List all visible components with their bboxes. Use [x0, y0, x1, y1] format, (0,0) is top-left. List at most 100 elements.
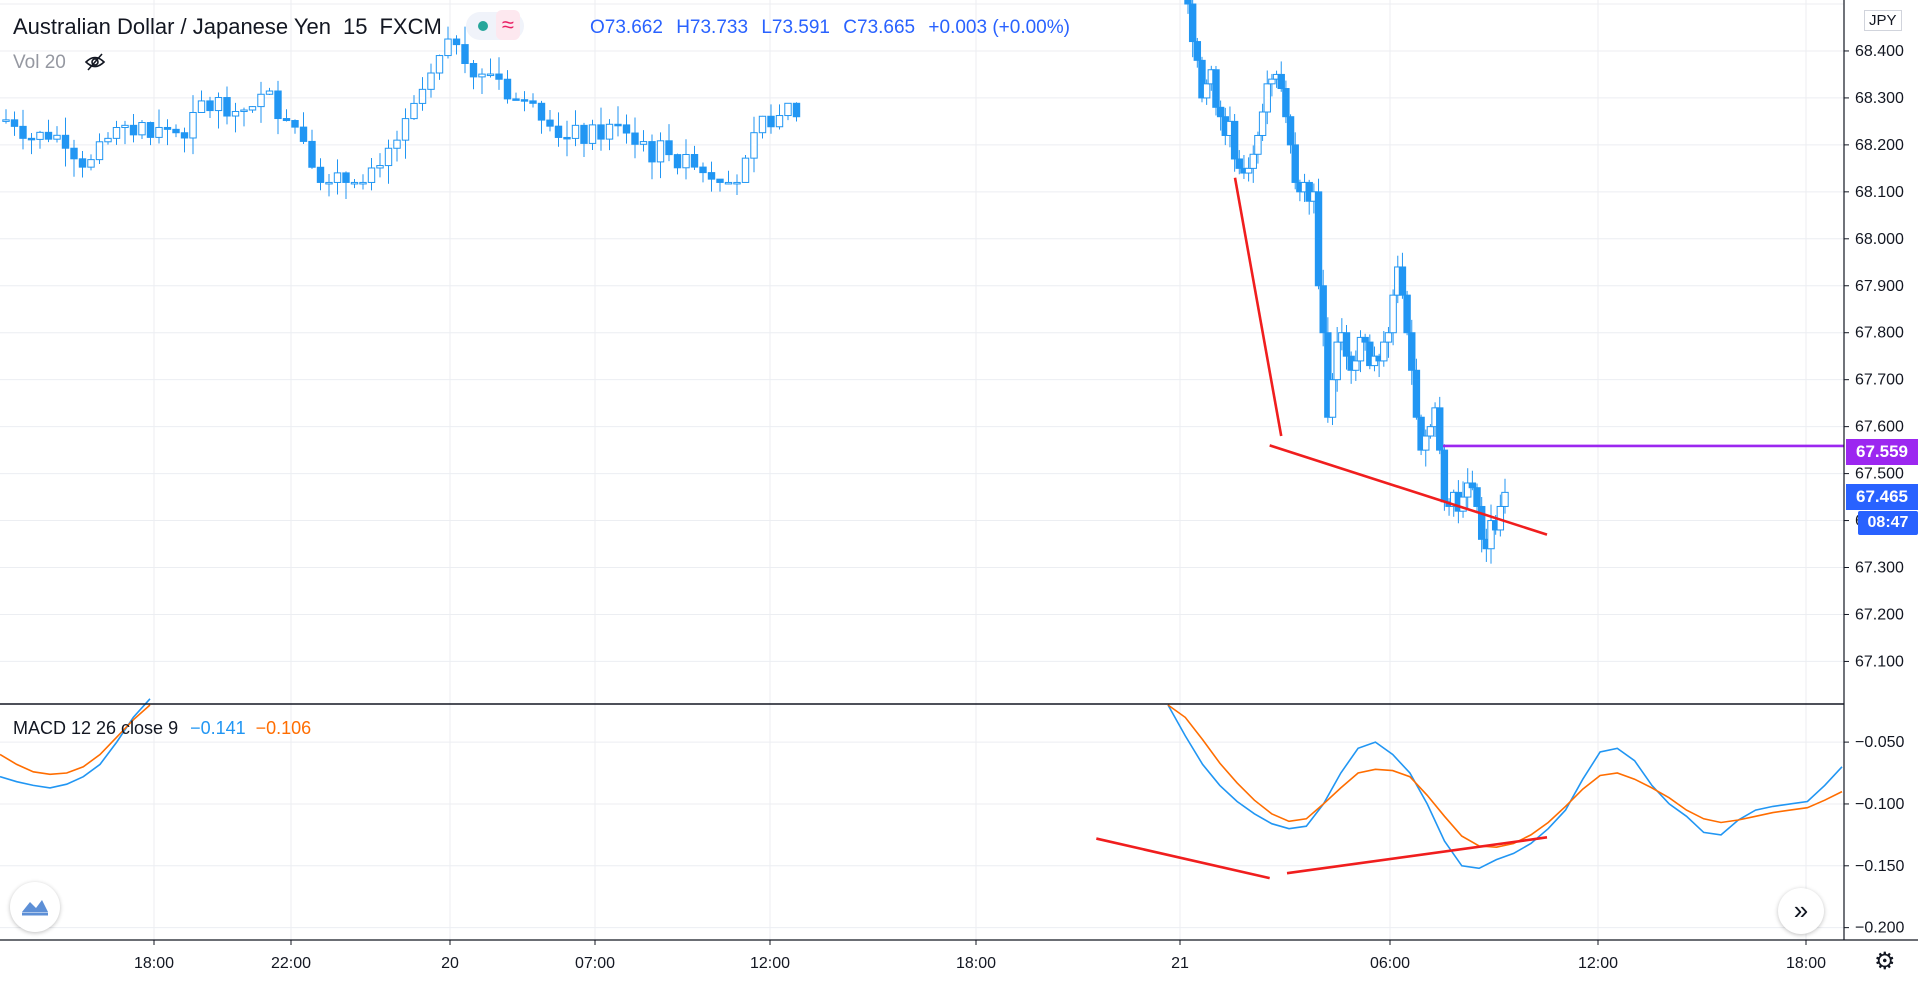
highlight-price-tag: 67.559 [1846, 439, 1918, 465]
pre-gap-candle [537, 100, 546, 134]
macd-tick-label: −0.100 [1855, 796, 1904, 813]
price-trendline [1269, 444, 1548, 536]
scroll-to-realtime-button[interactable]: » [1778, 888, 1824, 934]
candle-body [316, 166, 325, 183]
macd-title[interactable]: MACD 12 26 close 9 [13, 718, 179, 738]
candle-body [282, 118, 291, 122]
candle [1268, 73, 1276, 97]
pre-gap-candle [70, 139, 78, 177]
pre-gap-candle [350, 178, 359, 189]
candle-body [172, 128, 180, 134]
price-tick-label: 67.800 [1855, 325, 1904, 342]
pre-gap-candle [427, 63, 435, 98]
tradingview-logo-icon[interactable] [10, 882, 60, 932]
pre-gap-candle [316, 158, 325, 191]
chart-grid [0, 0, 1844, 940]
pre-gap-candle [189, 95, 197, 155]
candle-body [1384, 332, 1393, 343]
candle [1184, 0, 1192, 14]
candle-body [87, 159, 95, 168]
market-open-dot-icon [477, 21, 488, 32]
candle-body [1291, 144, 1299, 183]
candle [1328, 373, 1337, 426]
candle [1468, 470, 1477, 491]
macd-value: −0.141 [190, 718, 246, 738]
macd-tick-label: −0.200 [1855, 920, 1904, 937]
hidden-eye-icon[interactable] [84, 51, 106, 73]
pre-gap-candle [231, 102, 240, 133]
macd-line [1167, 704, 1843, 870]
candle [1235, 150, 1243, 175]
candle-body [19, 125, 27, 139]
time-tick-label: 21 [1171, 955, 1189, 972]
price-tick-label: 67.200 [1855, 606, 1904, 623]
price-tick-label: 68.100 [1855, 184, 1904, 201]
candle-body [112, 127, 121, 139]
candle-body [1254, 134, 1262, 155]
candle-body [588, 124, 597, 144]
macd-trendline [1096, 837, 1270, 880]
interval-label[interactable]: 15 [343, 14, 368, 39]
candle-body [78, 158, 87, 168]
pre-gap-candle [146, 121, 155, 146]
last-price-tag: 67.465 [1846, 484, 1918, 510]
candle-body [444, 38, 452, 57]
candle-body [520, 99, 529, 102]
gear-icon[interactable]: ⚙ [1874, 948, 1896, 975]
candle-body [622, 124, 631, 134]
candle-body [1412, 369, 1421, 418]
pre-gap-candle [631, 117, 639, 159]
time-tick-label: 07:00 [575, 955, 615, 972]
candle-body [1249, 153, 1257, 169]
volume-legend[interactable]: Vol 20 [13, 52, 66, 73]
candle-body [656, 140, 665, 163]
pre-gap-candle [19, 109, 27, 150]
candle-body [537, 102, 546, 121]
time-tick-label: 12:00 [750, 955, 790, 972]
symbol-title[interactable]: Australian Dollar / Japanese Yen [13, 14, 331, 39]
pre-gap-candle [478, 68, 486, 94]
candle-body [1184, 0, 1192, 5]
pre-gap-candle [529, 93, 537, 108]
macd-tick-label: −0.150 [1855, 858, 1904, 875]
candle-body [1417, 416, 1425, 451]
candle-body [291, 120, 299, 128]
pre-gap-candle [588, 119, 597, 151]
candle-body [1188, 3, 1197, 43]
candle-body [1258, 111, 1267, 136]
pre-gap-candle [299, 112, 308, 144]
candle-body [1342, 332, 1351, 357]
candle-body [418, 88, 427, 104]
candle-body [1216, 106, 1225, 118]
currency-label[interactable]: JPY [1864, 10, 1902, 31]
candle [1244, 157, 1253, 182]
candle-body [478, 73, 486, 78]
candle [1477, 497, 1486, 553]
candle-body [1263, 83, 1271, 113]
price-tick-label: 68.000 [1855, 231, 1904, 248]
candle-body [1459, 496, 1467, 512]
pre-gap-candle [112, 120, 121, 145]
candle-body [665, 140, 673, 156]
pre-gap-candle [563, 120, 571, 157]
pre-gap-candle [733, 174, 741, 196]
candle-body [146, 122, 155, 138]
candle-body [214, 97, 223, 112]
candle-body [1389, 294, 1397, 334]
macd-tick-label: −0.050 [1855, 734, 1904, 751]
pre-gap-candle [410, 95, 418, 121]
candle [1361, 333, 1369, 351]
price-tick-label: 67.300 [1855, 560, 1904, 577]
pre-gap-candle [622, 114, 631, 144]
macd-legend: MACD 12 26 close 9 −0.141 −0.106 [13, 718, 311, 739]
pre-gap-candle [512, 92, 520, 101]
pre-gap-candle [2, 109, 10, 124]
candle [1408, 319, 1416, 385]
pre-gap-candle [656, 132, 665, 179]
candle [1473, 483, 1481, 514]
candle-body [36, 131, 44, 140]
market-status-pill[interactable]: ≈ [465, 10, 524, 41]
candle-body [44, 131, 53, 140]
candle [1230, 114, 1239, 172]
